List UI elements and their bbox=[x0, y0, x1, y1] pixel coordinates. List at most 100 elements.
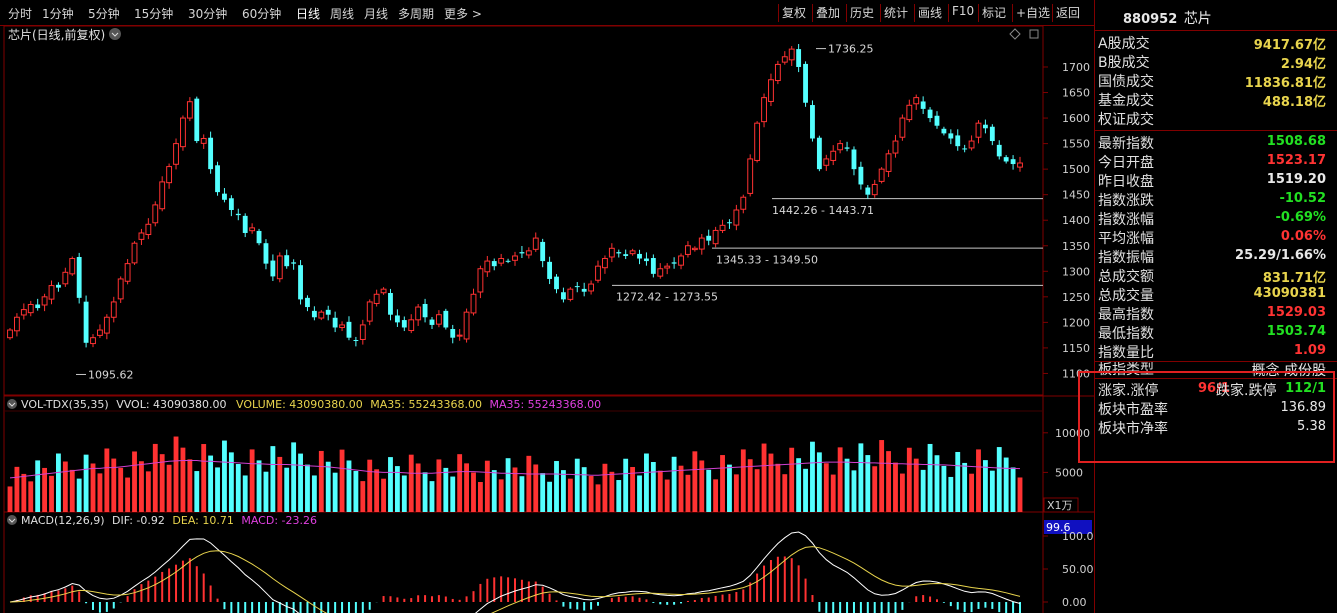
macd-options-icon[interactable] bbox=[7, 515, 17, 525]
volume-bar bbox=[159, 454, 165, 512]
candle-up bbox=[48, 285, 55, 300]
volume-bar bbox=[962, 462, 968, 512]
toolbar-button-8[interactable]: 返回 bbox=[1056, 6, 1081, 20]
candle-up bbox=[754, 122, 761, 161]
candle-up bbox=[830, 150, 837, 161]
candle-up bbox=[885, 153, 892, 172]
kline-chart[interactable]: 芯片(日线,前复权) 17001650160015501500145014001… bbox=[0, 26, 1094, 613]
toolbar-button-5[interactable]: F10 bbox=[952, 4, 975, 18]
toolbar-button-2[interactable]: 历史 bbox=[850, 6, 875, 20]
period-tab-1[interactable]: 1分钟 bbox=[42, 7, 74, 21]
candle-up bbox=[103, 316, 110, 334]
toolbar-button-0[interactable]: 复权 bbox=[782, 6, 807, 20]
volume-bar bbox=[671, 456, 677, 512]
pe-value: 136.89 bbox=[1280, 400, 1327, 415]
candle-up bbox=[913, 97, 920, 105]
volume-bar bbox=[235, 464, 241, 512]
volume-bar bbox=[837, 447, 843, 512]
candle-up bbox=[1017, 162, 1023, 168]
candle-up bbox=[13, 316, 20, 332]
vol-legend-vvol: VVOL: 43090380.00 bbox=[116, 398, 226, 411]
period-tab-4[interactable]: 30分钟 bbox=[188, 7, 228, 21]
volume-bar bbox=[477, 482, 483, 512]
volume-bar bbox=[14, 466, 20, 512]
period-tab-0[interactable]: 分时 bbox=[8, 7, 33, 21]
stat-label: 指数涨跌 bbox=[1098, 193, 1154, 209]
candle-up bbox=[975, 122, 982, 138]
toolbar-button-6[interactable]: 标记 bbox=[982, 6, 1007, 20]
maximize-icon[interactable] bbox=[1029, 29, 1039, 39]
panel-scrollbar[interactable] bbox=[1327, 34, 1337, 154]
volume-bar bbox=[256, 460, 262, 512]
stat-row: B股成交 2.94亿 bbox=[1098, 52, 1326, 72]
volume-bar bbox=[899, 473, 905, 512]
period-tab-3[interactable]: 15分钟 bbox=[134, 7, 174, 21]
stat-label: 最低指数 bbox=[1098, 326, 1154, 342]
panel-separator bbox=[1095, 130, 1337, 131]
vol-tick-label: 5000 bbox=[1055, 466, 1083, 479]
toolbar-button-1[interactable]: 叠加 bbox=[816, 6, 841, 20]
candle-down bbox=[1003, 157, 1009, 162]
volume-bar bbox=[727, 464, 732, 512]
vol-legend-label: VOL-TDX(35,35) bbox=[21, 398, 109, 411]
candle-up bbox=[698, 237, 705, 250]
chart-options-icon[interactable] bbox=[109, 28, 121, 40]
volume-bar bbox=[56, 453, 61, 512]
period-tab-5[interactable]: 60分钟 bbox=[242, 7, 282, 21]
stat-row: 总成交量 43090381 bbox=[1098, 285, 1326, 304]
candle-down bbox=[325, 309, 331, 315]
volume-bar bbox=[934, 455, 940, 512]
toolbar-button-7[interactable]: +自选 bbox=[1016, 6, 1051, 20]
volume-bar bbox=[657, 470, 663, 512]
vol-options-icon[interactable] bbox=[7, 399, 17, 409]
period-tab-6[interactable]: 日线 bbox=[296, 7, 321, 21]
pe-label: 板块市盈率 bbox=[1098, 402, 1168, 418]
rise-label: 涨家.涨停 bbox=[1098, 383, 1159, 399]
candle-up bbox=[788, 48, 795, 61]
price-tick-label: 1200 bbox=[1062, 316, 1090, 329]
period-tab-9[interactable]: 多周期 bbox=[398, 7, 435, 21]
toolbar-button-3[interactable]: 统计 bbox=[884, 6, 909, 20]
volume-bar bbox=[7, 486, 13, 512]
volume-bar bbox=[201, 444, 207, 512]
candle-down bbox=[242, 215, 248, 233]
candle-down bbox=[394, 315, 400, 323]
candle-up bbox=[525, 250, 532, 256]
candle-down bbox=[311, 310, 317, 318]
volume-bar bbox=[1017, 477, 1023, 512]
stat-value: 2.94亿 bbox=[1280, 57, 1326, 72]
candles bbox=[7, 44, 1023, 348]
period-tab-7[interactable]: 周线 bbox=[330, 7, 355, 21]
volume-bar bbox=[222, 440, 227, 512]
macd-legend-label: MACD(12,26,9) bbox=[21, 514, 105, 527]
stat-row: 指数量比 1.09 bbox=[1098, 342, 1326, 361]
volume-bar bbox=[360, 481, 366, 512]
period-tab-2[interactable]: 5分钟 bbox=[88, 7, 120, 21]
volume-bar bbox=[768, 453, 774, 512]
period-tab-8[interactable]: 月线 bbox=[364, 7, 389, 21]
volume-bar bbox=[242, 475, 248, 512]
diamond-icon[interactable] bbox=[1009, 28, 1021, 40]
volume-bar bbox=[823, 463, 829, 512]
stat-label: 指数振幅 bbox=[1098, 250, 1154, 266]
volume-bar bbox=[62, 461, 68, 512]
volume-bar bbox=[678, 465, 684, 512]
volume-bar bbox=[879, 440, 885, 512]
stat-value: 1519.20 bbox=[1266, 172, 1326, 187]
volume-bar bbox=[339, 449, 345, 512]
volume-bar bbox=[450, 476, 456, 512]
toolbar-button-4[interactable]: 画线 bbox=[918, 6, 943, 20]
candle-down bbox=[574, 286, 580, 288]
stat-value: 9417.67亿 bbox=[1253, 38, 1326, 53]
stat-label: 最新指数 bbox=[1098, 136, 1154, 152]
candle-up bbox=[7, 329, 13, 339]
macd-tick-label: 50.00 bbox=[1062, 563, 1094, 576]
macd-legend-dea: DEA: 10.71 bbox=[172, 514, 233, 527]
candle-up bbox=[761, 97, 767, 123]
volume-bar bbox=[733, 474, 739, 512]
candle-up bbox=[408, 319, 415, 332]
volume-bar bbox=[388, 457, 393, 512]
candle-up bbox=[498, 258, 505, 264]
volume-bar bbox=[69, 469, 75, 512]
period-tab-10[interactable]: 更多 > bbox=[444, 7, 482, 21]
